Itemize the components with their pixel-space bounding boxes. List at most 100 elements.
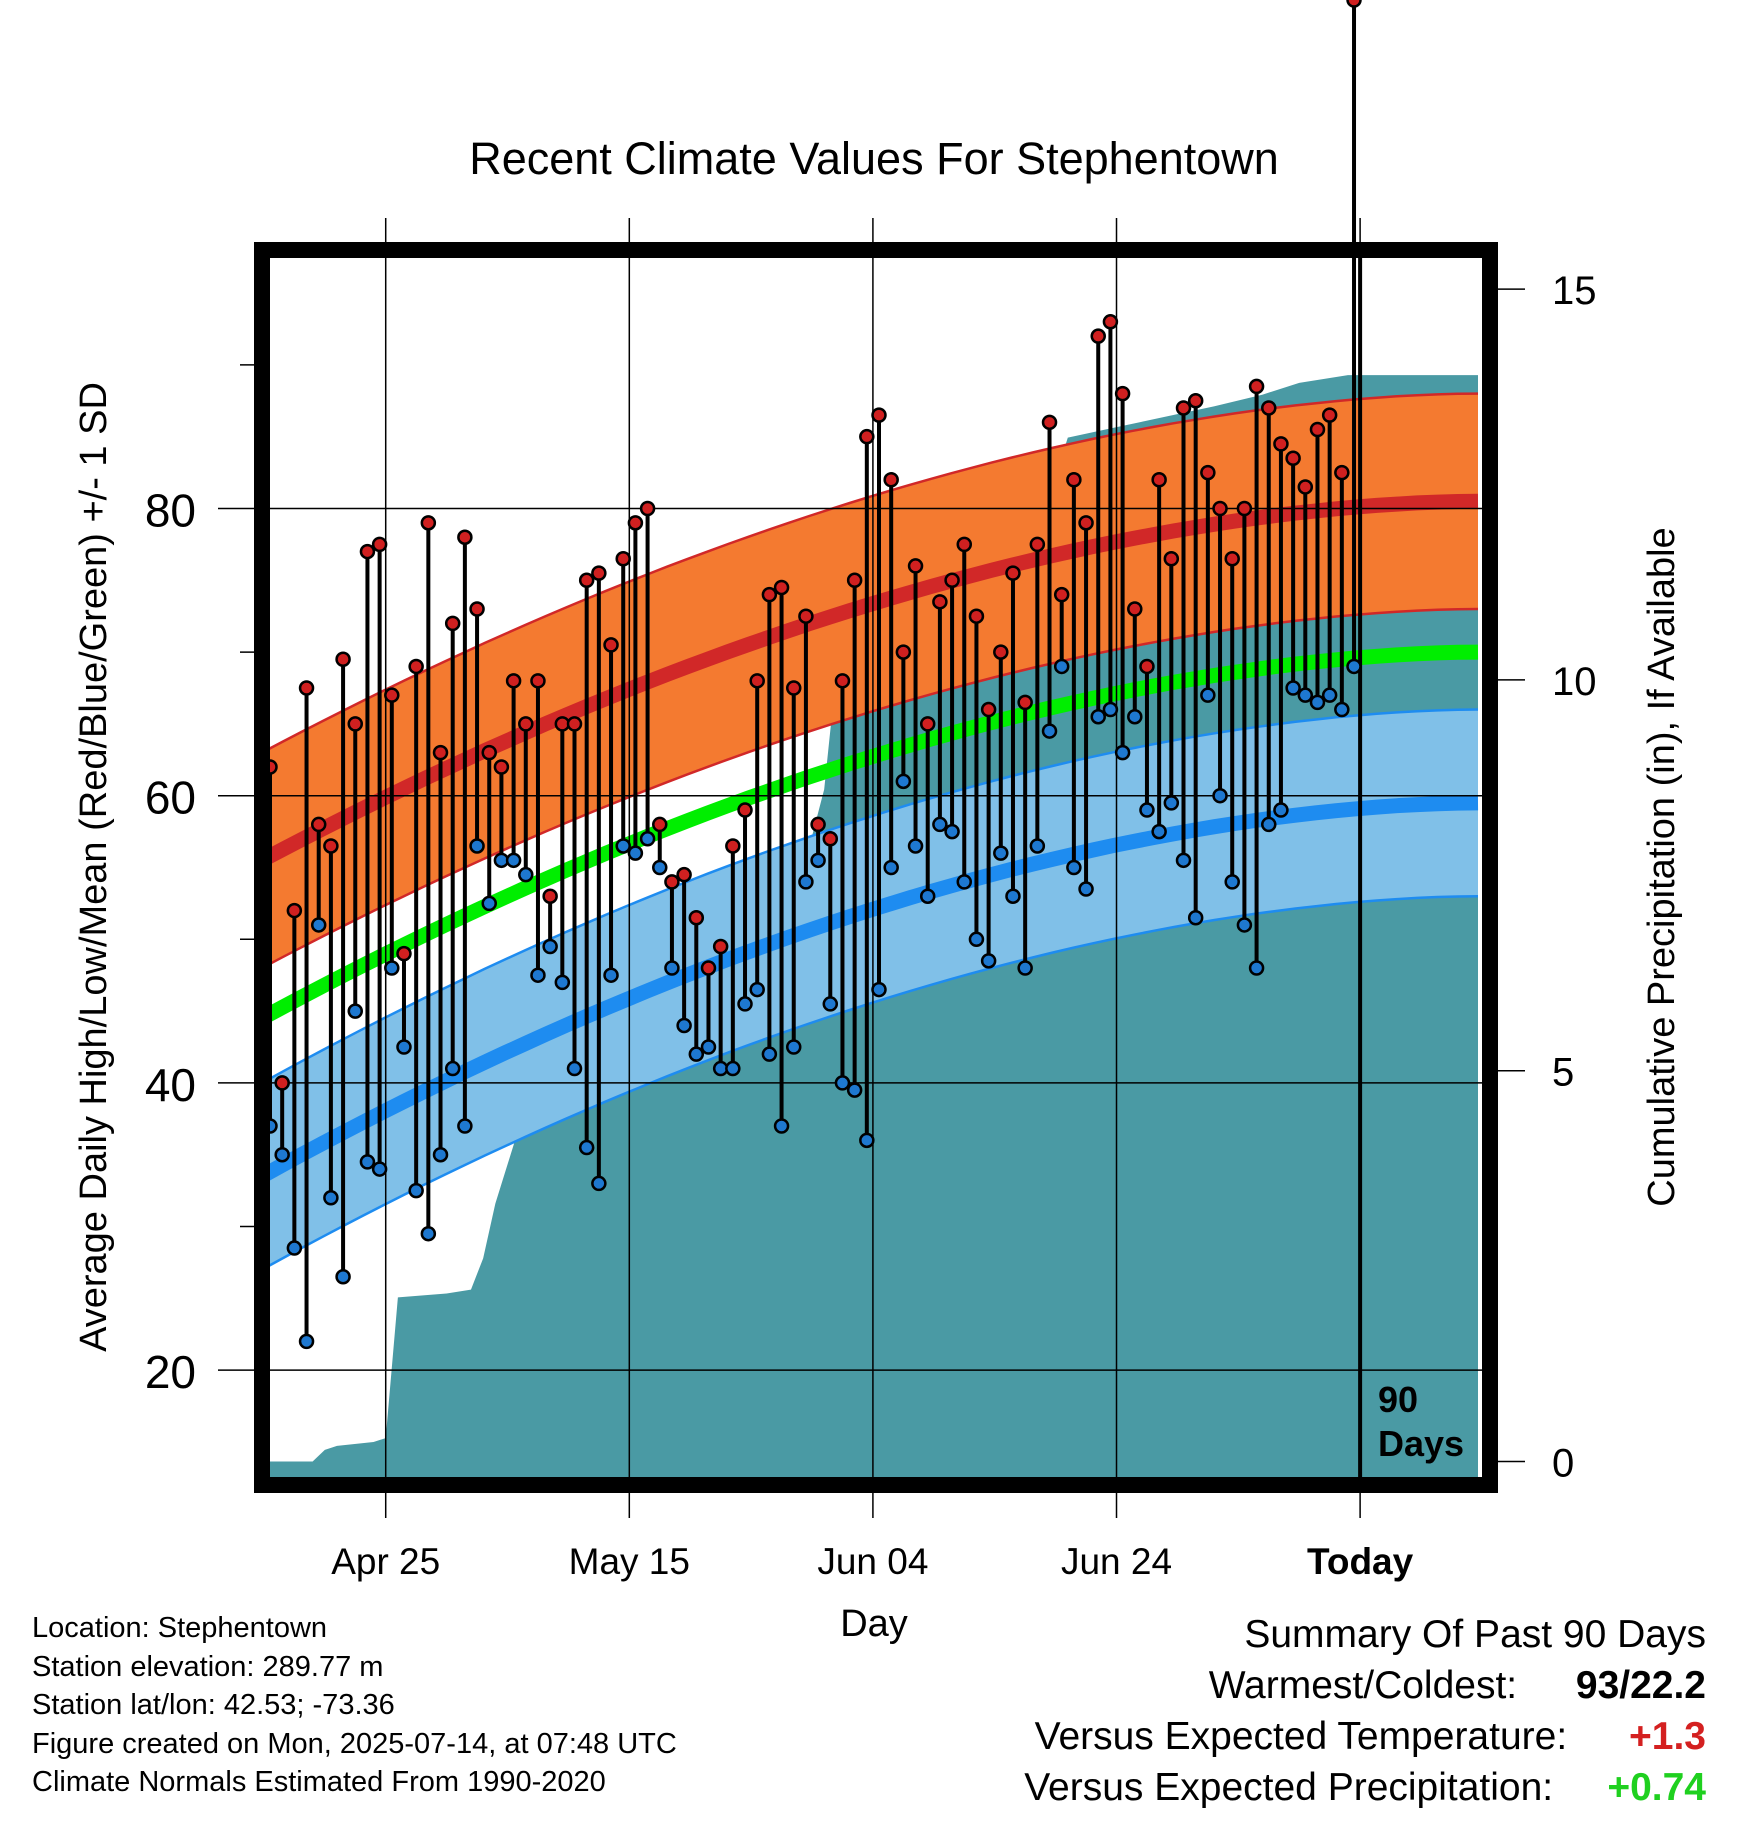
high-point [822,831,839,847]
high-point [834,673,851,689]
low-point [1078,881,1094,897]
high-point [444,615,461,632]
low-point [883,859,899,876]
high-point [956,536,973,553]
low-point [980,953,997,969]
created-text: Figure created on Mon, 2025-07-14, at 07… [32,1727,677,1760]
low-point [907,838,924,854]
low-point [627,845,644,861]
summary-heading: Summary Of Past 90 Days [1244,1613,1706,1656]
high-point [493,759,510,775]
high-point [700,960,717,976]
low-point [1090,708,1106,725]
low-point [1102,701,1119,718]
low-point [968,931,985,948]
low-point [664,960,680,976]
high-point [1321,407,1338,423]
high-point [384,687,400,703]
high-point [1187,393,1204,409]
low-point [725,1060,741,1077]
low-point [1309,694,1326,711]
low-point [335,1269,351,1285]
x-tick-label: May 15 [569,1541,690,1582]
low-point [834,1075,851,1091]
low-point [822,996,839,1012]
high-point [1346,0,1362,8]
high-point [1114,385,1131,402]
high-point [1066,472,1082,488]
high-point [1127,601,1143,617]
low-point [298,1333,315,1350]
high-point [1090,328,1106,344]
low-point [286,1240,303,1256]
high-point [810,816,826,833]
high-point [798,608,814,624]
low-point [591,1175,607,1192]
high-point [323,838,339,854]
summary-temp-row: Versus Expected Temperature: +1.3 [1024,1711,1706,1762]
low-point [1334,701,1350,718]
low-point [676,1017,692,1034]
low-point [1321,687,1338,703]
high-point [1102,314,1119,330]
x-axis-label: Day [840,1603,908,1645]
high-point [347,716,364,732]
high-point [1273,436,1289,452]
high-point [871,407,887,423]
low-point [846,1082,863,1098]
high-point [591,565,607,581]
low-point [1029,838,1046,854]
high-point [761,586,778,603]
x-tick-label: Jun 24 [1061,1541,1172,1582]
high-point [615,551,631,567]
low-point [1248,960,1265,976]
high-point [481,744,497,761]
high-point [1285,450,1301,466]
elevation-text: Station elevation: 289.77 m [32,1650,384,1683]
low-point [1224,874,1240,890]
low-point [761,1046,778,1062]
high-point [371,536,388,553]
low-point [578,1139,595,1156]
high-point [846,572,863,589]
low-point [603,967,619,983]
low-point [1017,960,1033,976]
low-point [323,1190,339,1206]
high-point [1297,479,1314,495]
high-point [749,673,765,689]
plot-frame [254,242,1498,1493]
low-point [371,1161,388,1177]
high-point [274,1075,290,1091]
high-point [1334,464,1350,481]
low-point [871,981,887,998]
low-point [274,1146,290,1163]
high-point [737,802,753,818]
high-point [944,572,960,589]
low-point [1053,658,1070,675]
high-point [652,816,668,833]
high-point [420,515,437,531]
high-point [518,716,534,732]
low-point [919,888,936,904]
warmest-label: Warmest/Coldest: [1208,1664,1518,1707]
low-point [1200,687,1216,703]
low-point [895,773,912,790]
high-point [895,644,912,660]
low-point [384,960,400,976]
high-point [542,888,558,904]
low-point [1346,658,1362,675]
summary-panel: Summary Of Past 90 Days Warmest/Coldest:… [1024,1609,1706,1813]
low-point [408,1182,424,1199]
low-point [1005,888,1021,904]
high-point [664,874,680,890]
low-normal-band-lower-edge [262,894,1479,1271]
low-point [1285,680,1301,696]
high-point [432,744,449,761]
high-point [505,673,522,689]
high-point [785,680,802,696]
low-point [444,1060,461,1077]
low-point [1297,687,1314,703]
high-point [932,594,948,610]
high-point [1029,536,1046,553]
x-tick-label: Today [1307,1541,1414,1582]
